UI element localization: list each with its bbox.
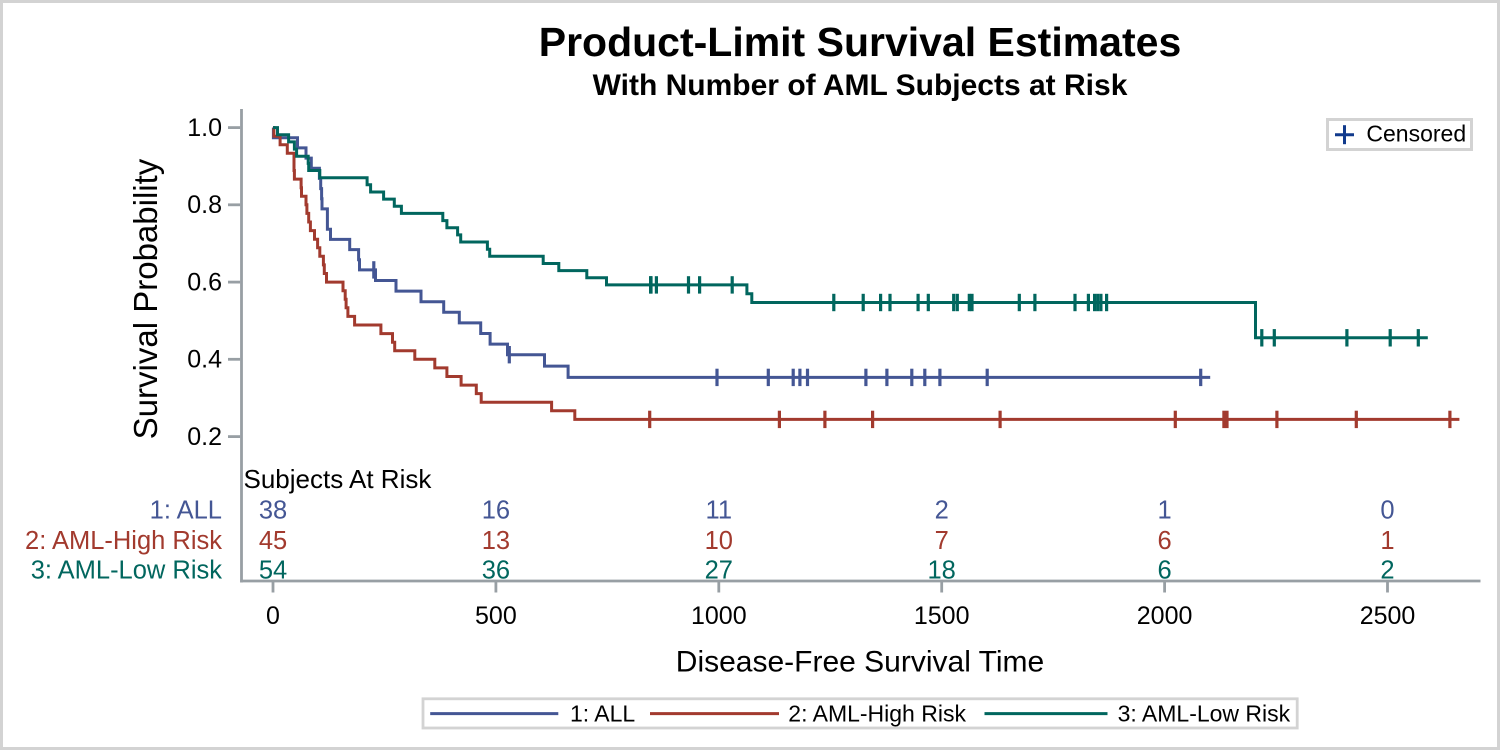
svg-text:3: AML-Low Risk: 3: AML-Low Risk [31,557,223,585]
svg-text:7: 7 [935,527,949,555]
svg-text:1: 1 [1158,497,1172,525]
svg-text:10: 10 [705,527,733,555]
svg-text:1000: 1000 [691,602,747,630]
svg-text:3: AML-Low Risk: 3: AML-Low Risk [1118,701,1291,727]
svg-text:2000: 2000 [1137,602,1193,630]
svg-text:27: 27 [705,557,733,585]
svg-text:45: 45 [259,527,287,555]
svg-text:54: 54 [259,557,287,585]
svg-text:2500: 2500 [1360,602,1416,630]
svg-text:0: 0 [1380,497,1394,525]
svg-text:6: 6 [1158,557,1172,585]
svg-text:Censored: Censored [1366,120,1466,146]
svg-text:1.0: 1.0 [187,114,222,142]
svg-text:500: 500 [475,602,517,630]
svg-text:16: 16 [482,497,510,525]
svg-text:0.4: 0.4 [187,346,222,374]
svg-text:1500: 1500 [914,602,970,630]
svg-text:Survival Probability: Survival Probability [127,158,164,439]
svg-text:36: 36 [482,557,510,585]
svg-text:2: AML-High Risk: 2: AML-High Risk [788,701,966,727]
svg-text:11: 11 [706,497,732,525]
svg-text:0.6: 0.6 [187,268,222,296]
svg-text:0.8: 0.8 [187,191,222,219]
svg-text:Disease-Free Survival Time: Disease-Free Survival Time [676,646,1044,679]
svg-text:1: 1 [1380,527,1394,555]
svg-text:2: 2 [935,497,949,525]
svg-text:1: ALL: 1: ALL [150,497,222,525]
svg-text:With Number of AML Subjects at: With Number of AML Subjects at Risk [593,69,1128,102]
svg-text:18: 18 [928,557,956,585]
svg-text:0: 0 [266,602,280,630]
svg-text:2: 2 [1380,557,1394,585]
svg-text:2: AML-High Risk: 2: AML-High Risk [25,527,222,555]
svg-text:1: ALL: 1: ALL [570,701,635,727]
svg-text:Product-Limit Survival Estimat: Product-Limit Survival Estimates [539,19,1182,65]
svg-text:Subjects At Risk: Subjects At Risk [244,464,433,494]
svg-text:0.2: 0.2 [187,423,222,451]
svg-text:6: 6 [1158,527,1172,555]
svg-text:38: 38 [259,497,287,525]
svg-text:13: 13 [482,527,510,555]
